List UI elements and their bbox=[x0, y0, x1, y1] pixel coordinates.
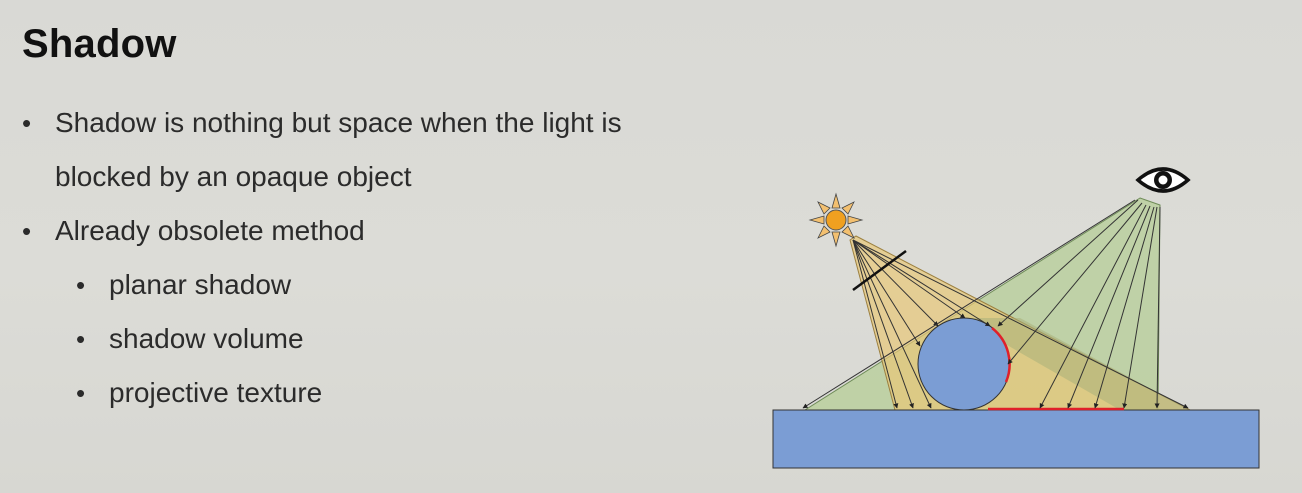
shadow-map-plane bbox=[852, 249, 907, 292]
bullet-marker: • bbox=[76, 378, 86, 408]
ground-plane bbox=[772, 409, 1260, 469]
bullet-text: blocked by an opaque object bbox=[55, 161, 412, 192]
bullet-item: • Shadow is nothing but space when the l… bbox=[22, 96, 722, 150]
slide-title: Shadow bbox=[22, 22, 177, 66]
sub-bullet-item: • shadow volume bbox=[22, 312, 722, 366]
sub-bullet-item: • projective texture bbox=[22, 366, 722, 420]
bullet-marker: • bbox=[22, 108, 32, 138]
bullet-marker: • bbox=[76, 270, 86, 300]
bullet-text: Shadow is nothing but space when the lig… bbox=[55, 107, 622, 138]
light-ray-lines bbox=[852, 239, 1189, 409]
bullet-marker: • bbox=[76, 324, 86, 354]
bullet-item: • Already obsolete method bbox=[22, 204, 722, 258]
sun-icon bbox=[808, 192, 864, 248]
eye-icon bbox=[1135, 167, 1191, 193]
light-view-overlap bbox=[960, 318, 1190, 410]
bullet-text: projective texture bbox=[109, 377, 323, 408]
bullet-list: • Shadow is nothing but space when the l… bbox=[22, 96, 722, 420]
view-ray-lines bbox=[802, 199, 1161, 409]
sphere-shadow-edge bbox=[991, 327, 1011, 383]
bullet-text: shadow volume bbox=[109, 323, 304, 354]
bullet-item-continuation: blocked by an opaque object bbox=[22, 150, 722, 204]
sub-bullet-item: • planar shadow bbox=[22, 258, 722, 312]
bullet-marker: • bbox=[22, 216, 32, 246]
bullet-text: Already obsolete method bbox=[55, 215, 365, 246]
bullet-text: planar shadow bbox=[109, 269, 292, 300]
